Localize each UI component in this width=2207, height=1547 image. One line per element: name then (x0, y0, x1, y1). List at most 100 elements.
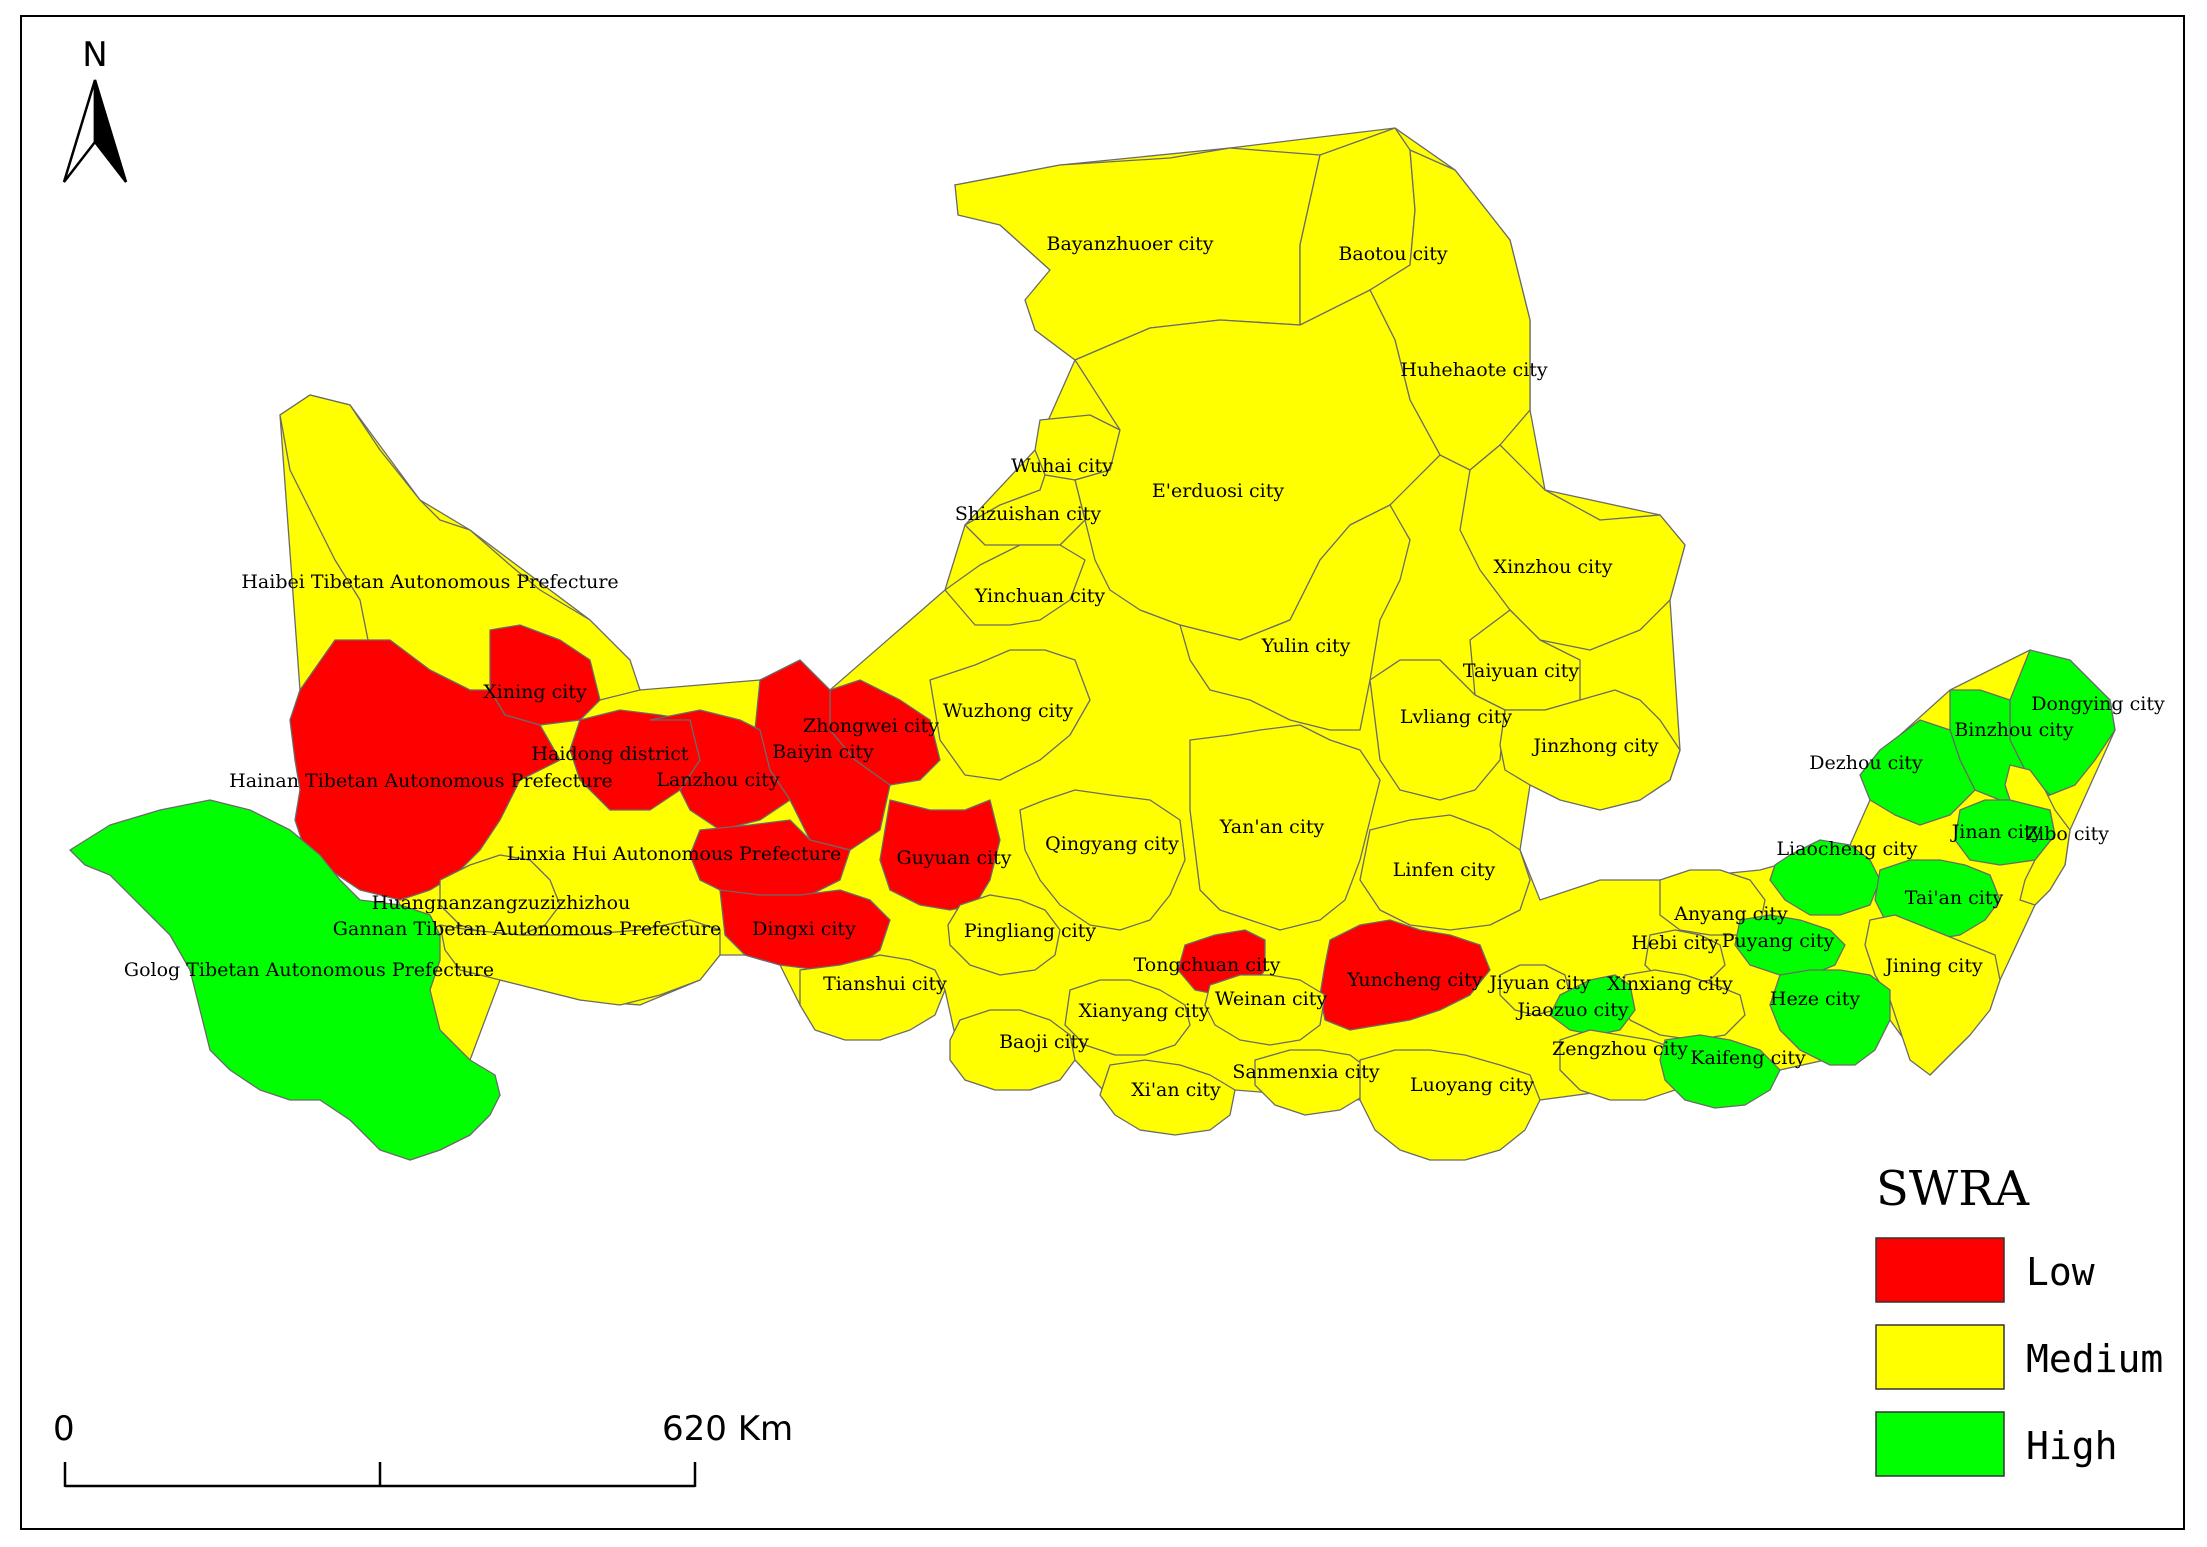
label-lvliang-city: Lvliang city (1400, 706, 1513, 728)
regions-layer (69, 127, 2116, 1161)
north-label: N (82, 35, 107, 75)
label-puyang-city: Puyang city (1722, 930, 1835, 952)
labels-layer: Bayanzhuoer city Baotou city Huhehaote cit… (124, 233, 2165, 1101)
label-jiaozuo-city: Jiaozuo city (1515, 999, 1629, 1021)
label-shizuishan-city: Shizuishan city (955, 503, 1102, 525)
region-wuzhong-city (929, 649, 1091, 781)
label-guyuan-city: Guyuan city (896, 847, 1011, 869)
label-tianshui-city: Tianshui city (823, 973, 947, 995)
scale-start-label: 0 (53, 1409, 75, 1449)
label-gannan-tibetan-autonomous-prefecture: Gannan Tibetan Autonomous Prefecture (333, 918, 721, 940)
label-zengzhou-city: Zengzhou city (1552, 1038, 1688, 1060)
region-shizuishan-city (964, 474, 1086, 546)
region-dingxi-city (719, 889, 891, 971)
label-tai-an-city: Tai'an city (1905, 887, 2004, 909)
label-liaocheng-city: Liaocheng city (1776, 838, 1917, 860)
region-linfen-city (1359, 814, 1531, 931)
label-hainan-tibetan-autonomous-prefecture: Hainan Tibetan Autonomous Prefecture (229, 770, 613, 792)
region-xi-an-city (1099, 1059, 1236, 1136)
region-luoyang-city (1359, 1049, 1541, 1161)
label-kaifeng-city: Kaifeng city (1690, 1047, 1806, 1069)
legend-title: SWRA (1876, 1161, 2030, 1217)
legend-swatch-low (1875, 1237, 2005, 1303)
label-taiyuan-city: Taiyuan city (1463, 660, 1580, 682)
region-puyang-city (1734, 914, 1846, 976)
region-haibei-tibetan-autonomous-prefecture (279, 394, 641, 706)
region-huhehaote-city (1369, 149, 1531, 471)
region-qingyang-city (1019, 789, 1186, 931)
region-yulin-city (1179, 504, 1411, 731)
legend-label-high: High (2026, 1424, 2118, 1468)
label-xianyang-city: Xianyang city (1079, 1000, 1210, 1022)
label-xining-city: Xining city (483, 681, 587, 703)
region-zibo-city (2004, 764, 2071, 906)
label-haidong-district: Haidong district (531, 743, 688, 765)
label-baotou-city: Baotou city (1338, 243, 1447, 265)
region-linxia-hui-autonomous-prefecture (689, 819, 851, 901)
label-wuhai-city: Wuhai city (1011, 455, 1113, 477)
label-anyang-city: Anyang city (1673, 903, 1788, 925)
region-yan-an-city (1189, 724, 1381, 931)
label-e-erduosi-city: E'erduosi city (1152, 480, 1284, 502)
label-dingxi-city: Dingxi city (752, 918, 856, 940)
legend-label-medium: Medium (2026, 1337, 2163, 1381)
region-hainan-tibetan-autonomous-prefecture (289, 639, 561, 901)
region-lanzhou-city (649, 709, 791, 831)
region-jiaozuo-city (1549, 974, 1636, 1036)
label-golog-tibetan-autonomous-prefecture: Golog Tibetan Autonomous Prefecture (124, 959, 494, 981)
region-kaifeng-city (1659, 1034, 1781, 1109)
label-tongchuan-city: Tongchuan city (1134, 954, 1281, 976)
label-baoji-city: Baoji city (999, 1031, 1089, 1053)
label-zhongwei-city: Zhongwei city (803, 715, 939, 737)
label-linxia-hui-autonomous-prefecture: Linxia Hui Autonomous Prefecture (507, 843, 841, 865)
label-weinan-city: Weinan city (1215, 988, 1327, 1010)
north-arrow: N (62, 35, 128, 183)
region-tianshui-city (799, 954, 946, 1041)
label-jinzhong-city: Jinzhong city (1531, 735, 1658, 757)
label-yuncheng-city: Yuncheng city (1346, 969, 1482, 991)
region-xinzhou-city (1459, 444, 1686, 651)
region-baoji-city (949, 1009, 1076, 1091)
label-sanmenxia-city: Sanmenxia city (1232, 1061, 1380, 1083)
legend: SWRA Low Medium High (1875, 1161, 2163, 1477)
region-xianyang-city (1064, 979, 1191, 1056)
label-wuzhong-city: Wuzhong city (943, 700, 1073, 722)
north-arrow-right-icon (93, 79, 128, 183)
label-huhehaote-city: Huhehaote city (1400, 359, 1548, 381)
scale-bar: 0 620 Km (53, 1409, 793, 1488)
label-dongying-city: Dongying city (2031, 693, 2165, 715)
region-golog-tibetan-autonomous-prefecture (69, 799, 501, 1161)
label-dezhou-city: Dezhou city (1809, 752, 1923, 774)
label-baiyin-city: Baiyin city (772, 741, 874, 763)
label-heze-city: Heze city (1770, 988, 1860, 1010)
label-qingyang-city: Qingyang city (1045, 833, 1179, 855)
label-xinzhou-city: Xinzhou city (1494, 556, 1613, 578)
label-xi-an-city: Xi'an city (1131, 1079, 1221, 1101)
region-gannan-tibetan-autonomous-prefecture (439, 919, 721, 1006)
region-dezhou-city (1859, 719, 1976, 826)
label-binzhou-city: Binzhou city (1954, 719, 2074, 741)
scale-end-label: 620 Km (662, 1409, 793, 1449)
label-yinchuan-city: Yinchuan city (974, 585, 1106, 607)
label-jining-city: Jining city (1883, 955, 1983, 977)
label-yan-an-city: Yan'an city (1219, 816, 1325, 838)
legend-swatch-high (1875, 1411, 2005, 1477)
label-linfen-city: Linfen city (1393, 859, 1496, 881)
legend-label-low: Low (2026, 1250, 2095, 1294)
label-xinxiang-city: Xinxiang city (1607, 973, 1733, 995)
region-weinan-city (1204, 974, 1326, 1046)
label-lanzhou-city: Lanzhou city (656, 769, 779, 791)
label-zibo-city: Zibo city (2025, 823, 2109, 845)
label-luoyang-city: Luoyang city (1410, 1074, 1534, 1096)
north-arrow-left-icon (62, 79, 97, 183)
region-pingliang-city (947, 894, 1061, 976)
label-bayanzhuoer-city: Bayanzhuoer city (1047, 233, 1214, 255)
label-hebi-city: Hebi city (1631, 932, 1718, 954)
region-jinzhong-city (1499, 689, 1681, 811)
label-jinan-city: Jinan city (1950, 821, 2043, 843)
label-pingliang-city: Pingliang city (964, 920, 1097, 942)
region-yinchuan-city (944, 544, 1086, 626)
label-yulin-city: Yulin city (1261, 635, 1351, 657)
label-jiyuan-city: Jiyuan city (1487, 972, 1591, 994)
